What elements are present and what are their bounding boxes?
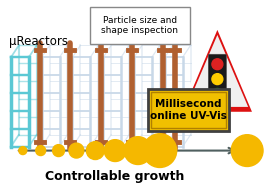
Text: μReactors: μReactors [9,35,68,48]
Circle shape [19,147,27,155]
Circle shape [212,59,223,70]
Circle shape [53,145,65,156]
Circle shape [143,134,177,167]
Circle shape [104,140,126,162]
Polygon shape [187,35,248,107]
Circle shape [86,142,104,160]
Circle shape [36,146,46,156]
Circle shape [69,143,84,158]
FancyBboxPatch shape [90,7,190,44]
FancyBboxPatch shape [148,89,229,131]
Circle shape [212,74,223,84]
Circle shape [124,137,152,164]
Text: Particle size and
shape inspection: Particle size and shape inspection [101,16,178,35]
Text: Millisecond
online UV-Vis: Millisecond online UV-Vis [150,99,227,121]
Circle shape [212,88,223,99]
Text: Controllable growth: Controllable growth [45,170,185,183]
FancyBboxPatch shape [209,54,226,104]
Circle shape [231,135,263,167]
Polygon shape [180,25,255,114]
